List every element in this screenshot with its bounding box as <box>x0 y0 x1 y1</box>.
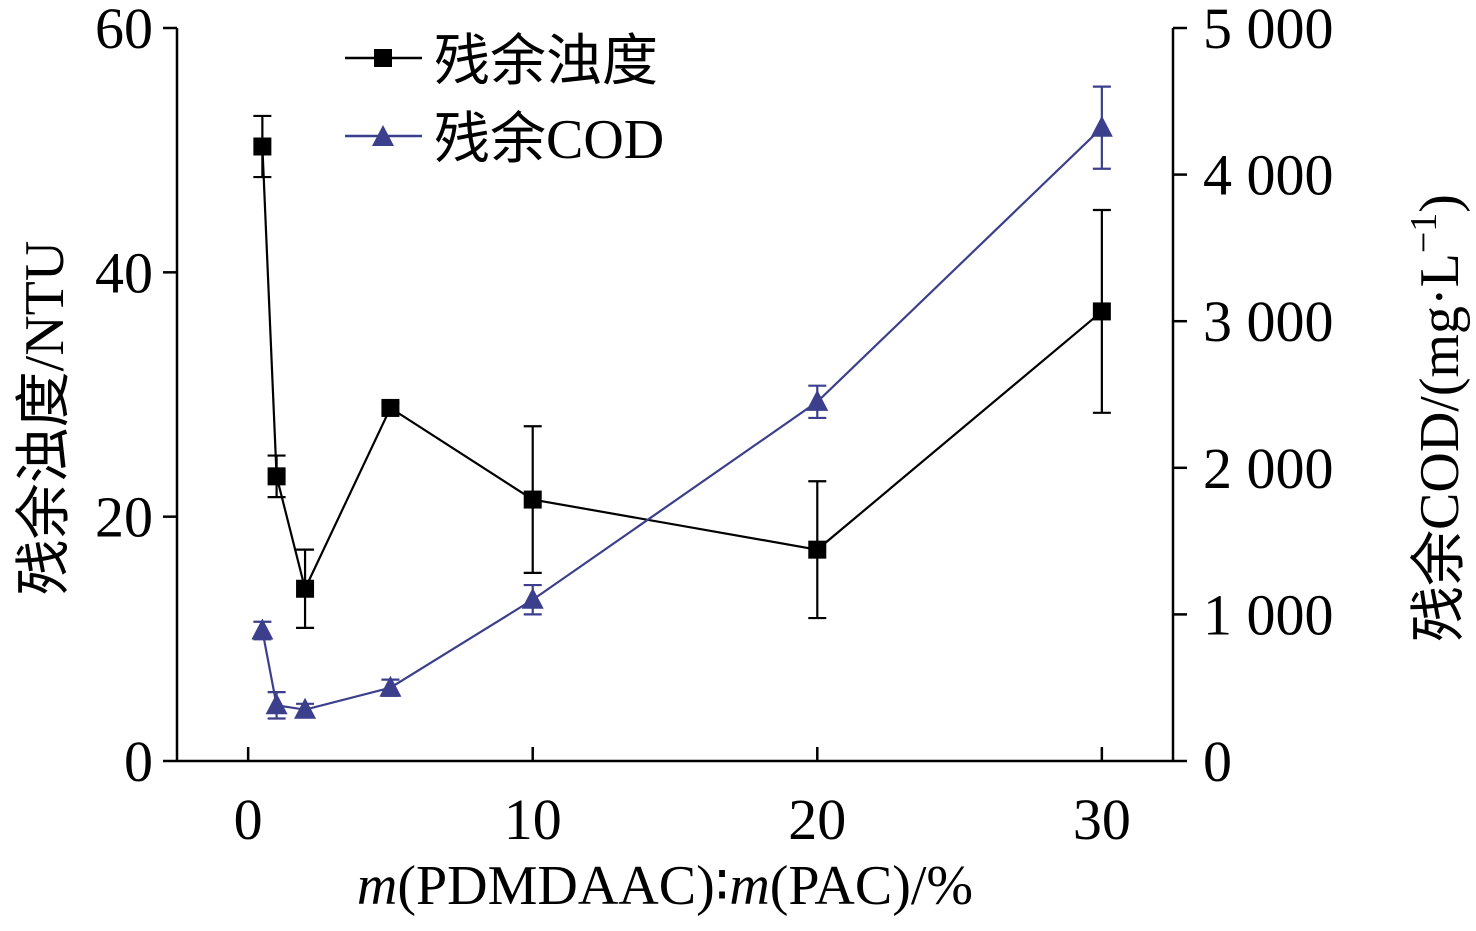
axes <box>175 28 1175 763</box>
x-tick-label: 0 <box>234 787 263 852</box>
series-line <box>261 126 1103 711</box>
data-point-triangle <box>521 587 544 609</box>
right-axis-title-sup: −1 <box>1403 213 1445 253</box>
right-y-tick-label: 3 000 <box>1203 289 1334 354</box>
right-axis-title-close: ) <box>1409 194 1471 213</box>
data-point-triangle <box>1090 115 1113 137</box>
x-axis-title-text2: (PAC)/% <box>770 855 973 917</box>
right-y-tick-label: 2 000 <box>1203 436 1334 501</box>
series-cod <box>251 85 1113 720</box>
right-y-tick-label: 5 000 <box>1203 0 1334 61</box>
left-axis-title: 残余浊度/NTU <box>14 241 76 596</box>
data-point-triangle <box>294 697 317 719</box>
right-y-tick-label: 1 000 <box>1203 582 1334 647</box>
left-y-tick-label: 0 <box>124 729 153 794</box>
data-point-square <box>253 137 272 156</box>
data-point-triangle <box>806 389 829 411</box>
legend-label-turbidity: 残余浊度 <box>434 31 658 93</box>
data-point-triangle <box>251 618 274 640</box>
ticks: 0 10 20 30 0 20 40 60 0 1 000 2 000 3 000 4 000 5 000 <box>95 0 1334 852</box>
legend: 残余浊度 残余COD <box>345 31 664 171</box>
x-tick-label: 30 <box>1073 787 1131 852</box>
x-axis-title-var1: m <box>357 855 397 917</box>
legend-marker-square <box>374 49 392 67</box>
data-point-square <box>267 467 286 486</box>
left-y-tick-label: 20 <box>95 485 153 550</box>
left-y-tick-label: 60 <box>95 0 153 61</box>
data-point-square <box>808 540 827 559</box>
x-tick-label: 10 <box>504 787 562 852</box>
right-axis-title: 残余COD/(mg·L−1) <box>1403 194 1471 642</box>
x-axis-title: m(PDMDAAC)∶m(PAC)/% <box>357 855 973 917</box>
right-y-tick-label: 4 000 <box>1203 143 1334 208</box>
left-y-tick-label: 40 <box>95 240 153 305</box>
right-axis-title-main: 残余COD/(mg·L <box>1409 253 1471 642</box>
series-layer <box>251 85 1113 720</box>
x-axis-title-text1: (PDMDAAC)∶ <box>397 855 729 917</box>
x-axis-title-var2: m <box>729 855 769 917</box>
data-point-triangle <box>379 675 402 697</box>
data-point-square <box>296 579 315 598</box>
data-point-square <box>381 398 400 417</box>
series-line <box>261 146 1103 592</box>
legend-marker-triangle <box>372 125 394 146</box>
legend-label-cod: 残余COD <box>434 109 664 171</box>
right-y-tick-label: 0 <box>1203 729 1232 794</box>
data-point-square <box>1092 302 1111 321</box>
data-point-triangle <box>265 693 288 715</box>
x-tick-label: 20 <box>788 787 846 852</box>
data-point-square <box>523 490 542 509</box>
series-turbidity <box>253 114 1111 629</box>
